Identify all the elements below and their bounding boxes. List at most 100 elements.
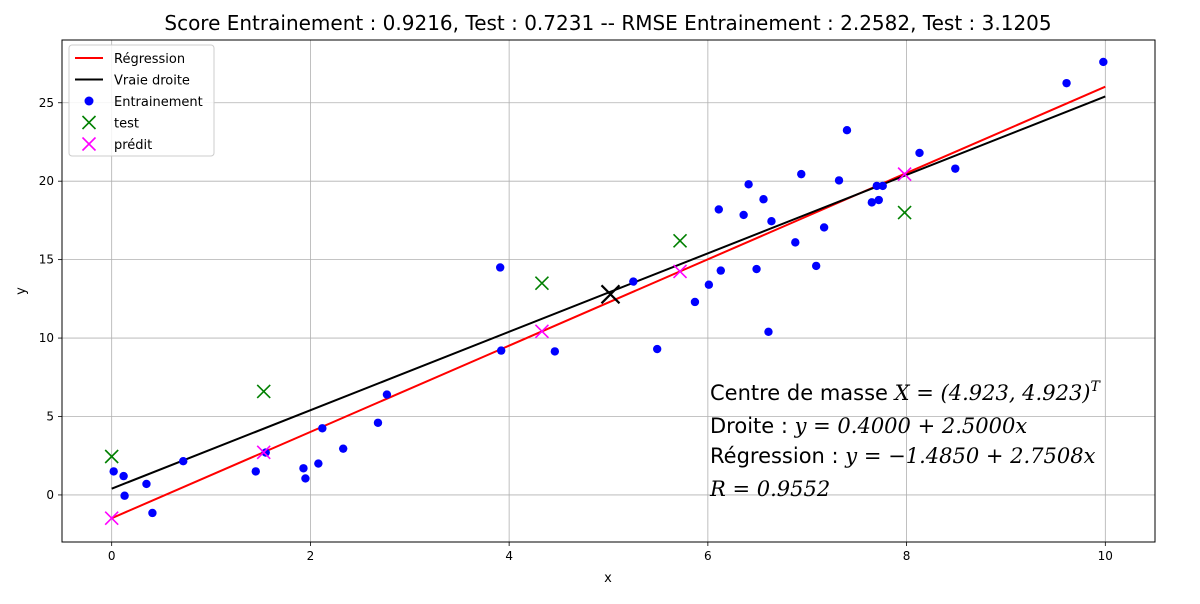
legend-swatch bbox=[84, 96, 94, 106]
point-entrainement bbox=[495, 263, 505, 272]
x-tick-label: 4 bbox=[505, 549, 513, 563]
point-entrainement bbox=[704, 280, 714, 289]
center-of-mass-marker bbox=[600, 284, 621, 305]
y-tick-label: 20 bbox=[39, 174, 54, 188]
x-axis-label: x bbox=[604, 571, 612, 586]
point-test bbox=[256, 384, 271, 399]
point-entrainement bbox=[550, 347, 560, 356]
line-régression bbox=[111, 85, 1106, 520]
grid-lines bbox=[62, 40, 1155, 542]
data-points bbox=[104, 57, 1108, 526]
point-pr-dit bbox=[897, 167, 912, 182]
point-entrainement bbox=[716, 266, 725, 275]
point-entrainement bbox=[652, 344, 662, 354]
annotation-centre-math: X = (4.923, 4.923) bbox=[893, 381, 1091, 405]
plot-frame bbox=[61, 39, 1156, 543]
annotation-centre: Centre de masse X = (4.923, 4.923)T bbox=[710, 379, 1102, 405]
legend-label: test bbox=[114, 117, 139, 132]
annotation-block: Centre de masse X = (4.923, 4.923)T Droi… bbox=[709, 379, 1102, 501]
point-test bbox=[897, 205, 912, 220]
point-test bbox=[534, 276, 549, 291]
annotation-droite: Droite : y = 0.4000 + 2.5000x bbox=[710, 414, 1027, 438]
chart-title: Score Entrainement : 0.9216, Test : 0.72… bbox=[164, 11, 1051, 35]
y-tick-label: 0 bbox=[46, 488, 54, 502]
legend-label: Entrainement bbox=[114, 95, 203, 110]
legend-label: prédit bbox=[114, 138, 152, 153]
point-entrainement bbox=[819, 223, 829, 232]
point-entrainement bbox=[496, 346, 506, 355]
annotation-r: R = 0.9552 bbox=[709, 477, 830, 501]
annotation-regression: Régression : y = −1.4850 + 2.7508x bbox=[710, 444, 1096, 468]
x-tick-label: 2 bbox=[307, 549, 315, 563]
point-entrainement bbox=[299, 464, 308, 473]
point-entrainement bbox=[714, 205, 723, 214]
point-entrainement bbox=[338, 444, 348, 453]
y-axis-label: y bbox=[14, 287, 29, 295]
x-tick-label: 8 bbox=[903, 549, 911, 563]
point-entrainement bbox=[142, 479, 151, 489]
x-tick-label: 6 bbox=[704, 549, 712, 563]
point-entrainement bbox=[690, 297, 700, 307]
point-entrainement bbox=[867, 198, 877, 207]
point-entrainement bbox=[878, 181, 887, 191]
point-entrainement bbox=[834, 176, 844, 185]
point-test bbox=[672, 233, 688, 248]
point-entrainement bbox=[759, 195, 768, 204]
y-tick-label: 25 bbox=[39, 96, 54, 110]
point-entrainement bbox=[915, 148, 924, 158]
legend-swatch bbox=[81, 136, 97, 152]
point-entrainement bbox=[382, 390, 392, 399]
annotation-centre-sup: T bbox=[1091, 379, 1102, 395]
y-tick-label: 10 bbox=[39, 331, 54, 345]
point-entrainement bbox=[120, 491, 129, 500]
point-entrainement bbox=[1099, 57, 1108, 67]
point-entrainement bbox=[767, 216, 776, 226]
point-entrainement bbox=[261, 448, 270, 457]
point-test bbox=[104, 449, 119, 464]
point-entrainement bbox=[739, 210, 748, 220]
annotation-regression-math: y = −1.4850 + 2.7508x bbox=[844, 444, 1095, 468]
point-entrainement bbox=[874, 195, 883, 205]
point-entrainement bbox=[842, 126, 852, 135]
point-entrainement bbox=[752, 264, 761, 274]
legend: Régression Vraie droite Entrainement test pr… bbox=[68, 44, 215, 157]
point-entrainement bbox=[764, 327, 773, 336]
point-pr-dit bbox=[104, 511, 119, 526]
annotation-r-math: R = 0.9552 bbox=[709, 477, 830, 501]
annotation-droite-prefix: Droite : bbox=[710, 414, 795, 438]
axis-ticks: 0 2 4 6 8 10 0 5 10 15 20 25 bbox=[39, 96, 1113, 563]
point-entrainement bbox=[148, 508, 157, 518]
x-tick-label: 10 bbox=[1098, 549, 1113, 563]
point-entrainement bbox=[811, 261, 821, 271]
point-entrainement bbox=[791, 238, 800, 247]
legend-label: Vraie droite bbox=[114, 74, 190, 89]
point-entrainement bbox=[301, 474, 310, 483]
y-tick-label: 15 bbox=[39, 253, 54, 267]
legend-box bbox=[68, 44, 215, 157]
point-entrainement bbox=[251, 467, 260, 476]
point-entrainement bbox=[373, 418, 383, 427]
point-entrainement bbox=[318, 424, 327, 433]
point-entrainement bbox=[951, 164, 960, 173]
point-entrainement bbox=[1062, 78, 1071, 88]
point-entrainement bbox=[872, 181, 881, 191]
x-tick-label: 0 bbox=[108, 549, 116, 563]
annotation-centre-prefix: Centre de masse bbox=[710, 381, 895, 405]
legend-label: Régression bbox=[114, 52, 185, 67]
point-entrainement bbox=[314, 459, 323, 468]
point-entrainement bbox=[119, 471, 128, 481]
annotation-regression-prefix: Régression : bbox=[710, 444, 845, 468]
point-pr-dit bbox=[256, 445, 271, 460]
point-entrainement bbox=[109, 467, 118, 476]
point-pr-dit bbox=[672, 264, 688, 279]
point-entrainement bbox=[179, 457, 188, 466]
y-tick-label: 5 bbox=[46, 410, 54, 424]
point-entrainement bbox=[744, 180, 753, 189]
point-entrainement bbox=[797, 169, 806, 179]
legend-swatch bbox=[81, 115, 97, 130]
point-pr-dit bbox=[534, 324, 549, 339]
point-entrainement bbox=[629, 277, 638, 286]
annotation-droite-math: y = 0.4000 + 2.5000x bbox=[794, 414, 1028, 438]
